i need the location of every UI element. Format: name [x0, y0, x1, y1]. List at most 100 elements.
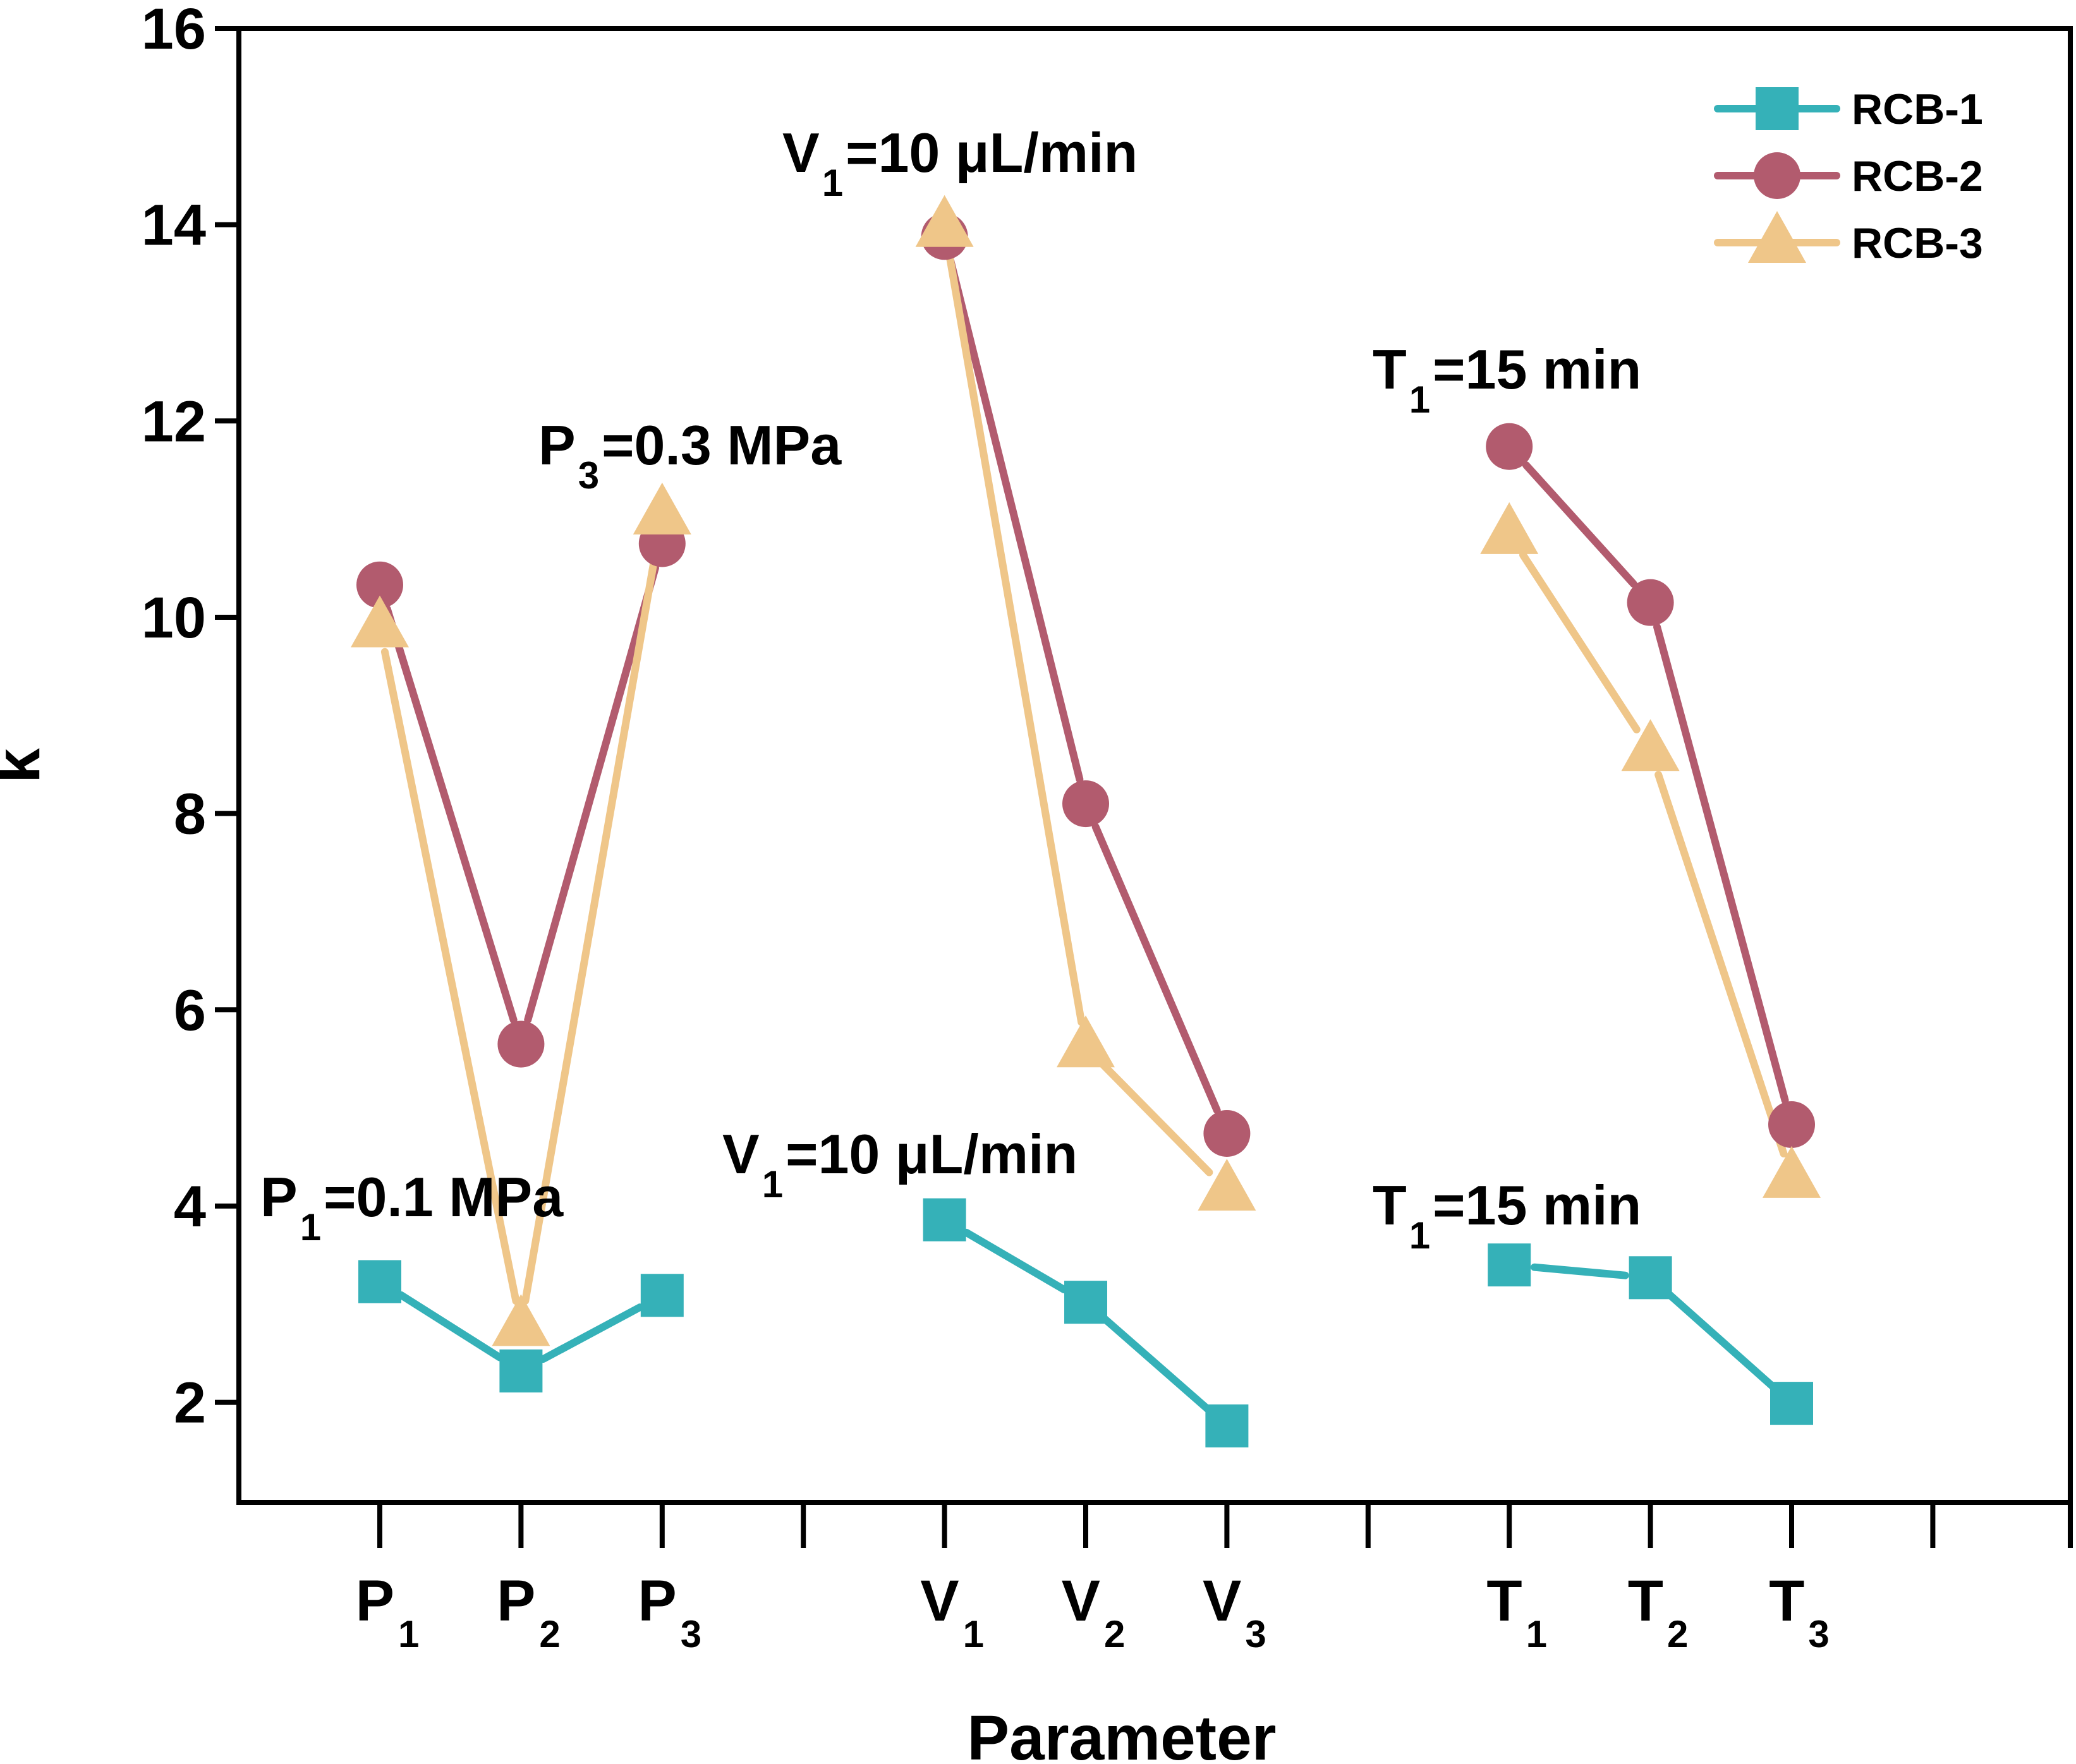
- series-line-rcb-3: [1654, 771, 1788, 1157]
- annotation-main: P: [538, 414, 576, 476]
- y-tick-label: 6: [174, 978, 206, 1042]
- y-tick-label: 8: [174, 782, 206, 847]
- annotation-main: V: [722, 1123, 760, 1185]
- x-tick-label: T1: [1486, 1569, 1547, 1655]
- x-tick-label: V1: [920, 1569, 984, 1655]
- data-point-rcb-1: [1064, 1281, 1107, 1324]
- x-tick-label: T3: [1769, 1569, 1830, 1655]
- annotation-sub: 1: [1409, 378, 1430, 421]
- x-axis-title: Parameter: [967, 1703, 1276, 1764]
- annotation-label: P1=0.1 MPa: [260, 1166, 564, 1248]
- y-axis-title: k: [0, 748, 53, 783]
- annotation-rest: =0.3 MPa: [602, 414, 842, 476]
- x-tick-label-main: T: [1486, 1569, 1522, 1633]
- data-point-rcb-1: [1205, 1404, 1249, 1447]
- y-tick-label: 4: [174, 1175, 206, 1239]
- legend-label: RCB-2: [1852, 152, 1983, 200]
- series-line-rcb-2: [383, 605, 518, 1024]
- data-point-rcb-2: [356, 561, 403, 608]
- x-tick-label-main: V: [920, 1569, 959, 1633]
- x-tick-label-sub: 2: [539, 1613, 560, 1655]
- data-point-rcb-3: [1621, 719, 1680, 771]
- y-tick-label: 16: [142, 0, 206, 61]
- series-line-rcb-1: [1101, 1315, 1212, 1413]
- x-tick-label: V3: [1203, 1569, 1266, 1655]
- x-tick-label-main: V: [1062, 1569, 1100, 1633]
- data-point-rcb-1: [499, 1349, 543, 1392]
- series-line-rcb-3: [1519, 551, 1641, 734]
- x-tick-label-sub: 1: [963, 1613, 984, 1655]
- x-tick-label-main: P: [356, 1569, 394, 1633]
- annotation-sub: 1: [822, 162, 843, 204]
- series-lines: [380, 248, 1789, 1413]
- y-tick-label: 14: [142, 193, 206, 258]
- data-point-rcb-1: [1629, 1256, 1672, 1300]
- data-point-rcb-3: [1057, 1015, 1115, 1068]
- data-point-rcb-1: [640, 1274, 684, 1317]
- series-line-rcb-1: [539, 1303, 644, 1363]
- data-point-rcb-3: [1480, 502, 1539, 554]
- x-tick-label-main: P: [638, 1569, 676, 1633]
- annotation-rest: =0.1 MPa: [324, 1166, 564, 1228]
- annotation-main: P: [260, 1166, 298, 1228]
- data-point-rcb-3: [1198, 1159, 1256, 1211]
- legend-label: RCB-3: [1852, 219, 1983, 267]
- data-point-rcb-2: [1768, 1101, 1815, 1148]
- y-tick-label: 10: [142, 586, 206, 650]
- x-tick-label: V2: [1062, 1569, 1126, 1655]
- plot-frame: [236, 26, 2073, 1505]
- series-markers: [351, 195, 1821, 1447]
- x-tick-label-main: V: [1203, 1569, 1241, 1633]
- legend: RCB-1 RCB-2 RCB-3: [1714, 85, 1983, 267]
- data-point-rcb-2: [1203, 1109, 1251, 1157]
- annotation-sub: 1: [300, 1206, 321, 1248]
- annotation-sub: 1: [762, 1163, 783, 1205]
- x-tick-label-main: T: [1628, 1569, 1663, 1633]
- data-point-rcb-3: [1763, 1145, 1821, 1198]
- series-line-rcb-2: [524, 564, 659, 1024]
- data-point-rcb-1: [1770, 1382, 1813, 1425]
- annotation-label: V1=10 μL/min: [782, 121, 1138, 204]
- data-point-rcb-3: [492, 1294, 550, 1346]
- x-tick-label: P3: [638, 1569, 701, 1655]
- x-tick-label-main: P: [497, 1569, 535, 1633]
- legend-marker-circle: [1754, 152, 1800, 199]
- annotation-main: T: [1373, 1174, 1407, 1236]
- annotation-rest: =15 min: [1433, 338, 1641, 401]
- series-line-rcb-1: [1531, 1263, 1629, 1279]
- series-line-rcb-2: [947, 257, 1084, 783]
- series-line-rcb-3: [945, 248, 1086, 1026]
- annotation-main: T: [1373, 338, 1407, 401]
- x-tick-label: P1: [356, 1569, 420, 1655]
- series-line-rcb-2: [1653, 623, 1789, 1104]
- x-tick-label-sub: 1: [398, 1613, 419, 1655]
- x-tick-label-sub: 2: [1667, 1613, 1688, 1655]
- series-line-rcb-1: [962, 1228, 1068, 1293]
- series-line-rcb-3: [521, 535, 662, 1305]
- x-tick-label: T2: [1628, 1569, 1689, 1655]
- data-point-rcb-1: [923, 1198, 966, 1241]
- x-tick-label-sub: 3: [1808, 1613, 1829, 1655]
- y-tick-label: 2: [174, 1371, 206, 1435]
- data-point-rcb-3: [633, 482, 691, 535]
- data-point-rcb-3: [351, 595, 409, 648]
- data-point-rcb-2: [1486, 423, 1533, 470]
- annotation-label: T1=15 min: [1373, 338, 1641, 421]
- series-line-rcb-2: [1522, 461, 1637, 588]
- x-tick-label-sub: 3: [681, 1613, 701, 1655]
- series-line-rcb-1: [1665, 1290, 1777, 1391]
- legend-marker-square: [1756, 87, 1799, 130]
- data-point-rcb-2: [1627, 579, 1674, 626]
- legend-marker-triangle: [1748, 211, 1806, 263]
- x-tick-label-sub: 2: [1104, 1613, 1125, 1655]
- data-point-rcb-1: [1488, 1243, 1531, 1287]
- annotation-rest: =15 min: [1433, 1174, 1641, 1236]
- x-tick-label-main: T: [1769, 1569, 1804, 1633]
- annotation-label: V1=10 μL/min: [722, 1123, 1077, 1205]
- x-tick-label-sub: 1: [1526, 1613, 1547, 1655]
- data-point-rcb-3: [915, 195, 974, 247]
